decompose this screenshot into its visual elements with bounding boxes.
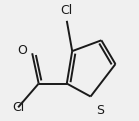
Text: S: S <box>96 104 104 117</box>
Text: O: O <box>17 44 27 57</box>
Text: Cl: Cl <box>61 4 73 17</box>
Text: Cl: Cl <box>13 101 25 114</box>
